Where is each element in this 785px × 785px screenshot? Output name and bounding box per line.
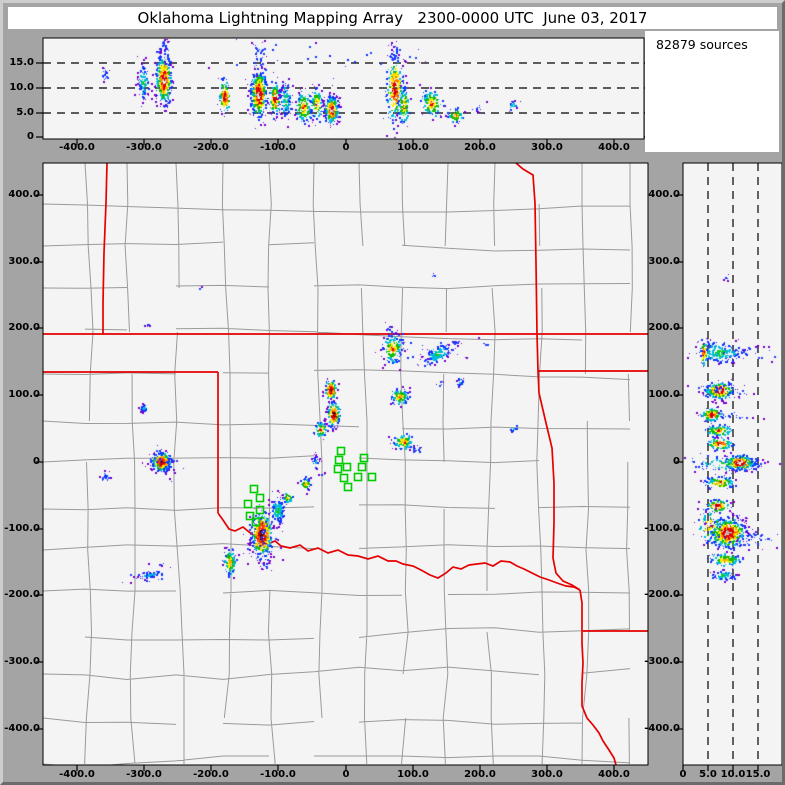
ns-axis-tick-label: -400.0 [4,723,40,734]
ew-axis-tick-label: 200.0 [464,142,496,153]
ns-axis-tick-label: 0 [33,456,40,467]
ns-axis-tick-label: -300.0 [4,656,40,667]
ns-axis-tick-label: -100.0 [4,523,40,534]
ew-axis-tick-label: -100.0 [260,769,296,780]
ew-axis-tick-label: 400.0 [598,769,630,780]
lma-station-marker [367,472,377,482]
lma-station-marker [251,517,261,527]
ew-axis-tick-label: 300.0 [531,142,563,153]
ew-axis-tick-label: -400.0 [59,142,95,153]
lma-station-marker [334,455,344,465]
ns-axis-tick-label: 200.0 [8,322,40,333]
altitude-ew-panel-frame [42,37,645,140]
ns-axis-tick-label: 300.0 [648,256,680,267]
ew-axis-tick-label: -100.0 [260,142,296,153]
altitude-tick-label: 10.0 [9,82,34,93]
lma-station-marker [357,462,367,472]
ew-axis-tick-label: -200.0 [193,142,229,153]
ns-axis-tick-label: -100.0 [644,523,680,534]
altitude-tick-label: 15.0 [9,57,34,68]
ew-axis-tick-label: 100.0 [397,142,429,153]
lma-station-marker [255,493,265,503]
lma-station-marker [342,462,352,472]
ns-axis-tick-label: 100.0 [648,389,680,400]
ns-axis-tick-label: 100.0 [8,389,40,400]
ns-axis-tick-label: -200.0 [4,589,40,600]
ns-axis-tick-label: 0 [673,456,680,467]
ew-axis-tick-label: 300.0 [531,769,563,780]
altitude-ns-panel-frame [682,162,782,766]
ew-axis-tick-label: -400.0 [59,769,95,780]
ns-axis-tick-label: 300.0 [8,256,40,267]
altitude-tick-label: 10.0 [720,769,746,780]
source-count-box: 82879 sources [645,31,779,152]
ns-axis-tick-label: 200.0 [648,322,680,333]
axes-and-stations-layer [36,37,782,771]
lma-station-marker [243,499,253,509]
altitude-tick-label: 5.0 [699,769,717,780]
lma-station-marker [255,505,265,515]
altitude-tick-label: 5.0 [16,107,34,118]
ns-axis-tick-label: -200.0 [644,589,680,600]
altitude-tick-label: 0 [27,131,34,142]
ew-axis-tick-label: -300.0 [126,769,162,780]
source-count-label: 82879 sources [656,37,748,52]
altitude-tick-label: 0 [679,769,687,780]
ns-axis-tick-label: -300.0 [644,656,680,667]
ew-axis-tick-label: 200.0 [464,769,496,780]
lma-station-marker [339,473,349,483]
lma-station-marker [359,453,369,463]
lma-station-marker [333,464,343,474]
lma-station-marker [336,446,346,456]
ew-axis-tick-label: 400.0 [598,142,630,153]
ew-axis-tick-label: 0 [342,769,350,780]
ns-axis-tick-label: 400.0 [8,189,40,200]
lma-station-marker [343,482,353,492]
ns-axis-tick-label: 400.0 [648,189,680,200]
ew-axis-tick-label: -200.0 [193,769,229,780]
ew-axis-tick-label: -300.0 [126,142,162,153]
lma-station-marker [353,472,363,482]
ew-axis-tick-label: 100.0 [397,769,429,780]
altitude-tick-label: 15.0 [745,769,771,780]
lma-station-marker [249,484,259,494]
ns-axis-tick-label: -400.0 [644,723,680,734]
lma-station-marker [245,511,255,521]
ew-axis-tick-label: 0 [342,142,350,153]
